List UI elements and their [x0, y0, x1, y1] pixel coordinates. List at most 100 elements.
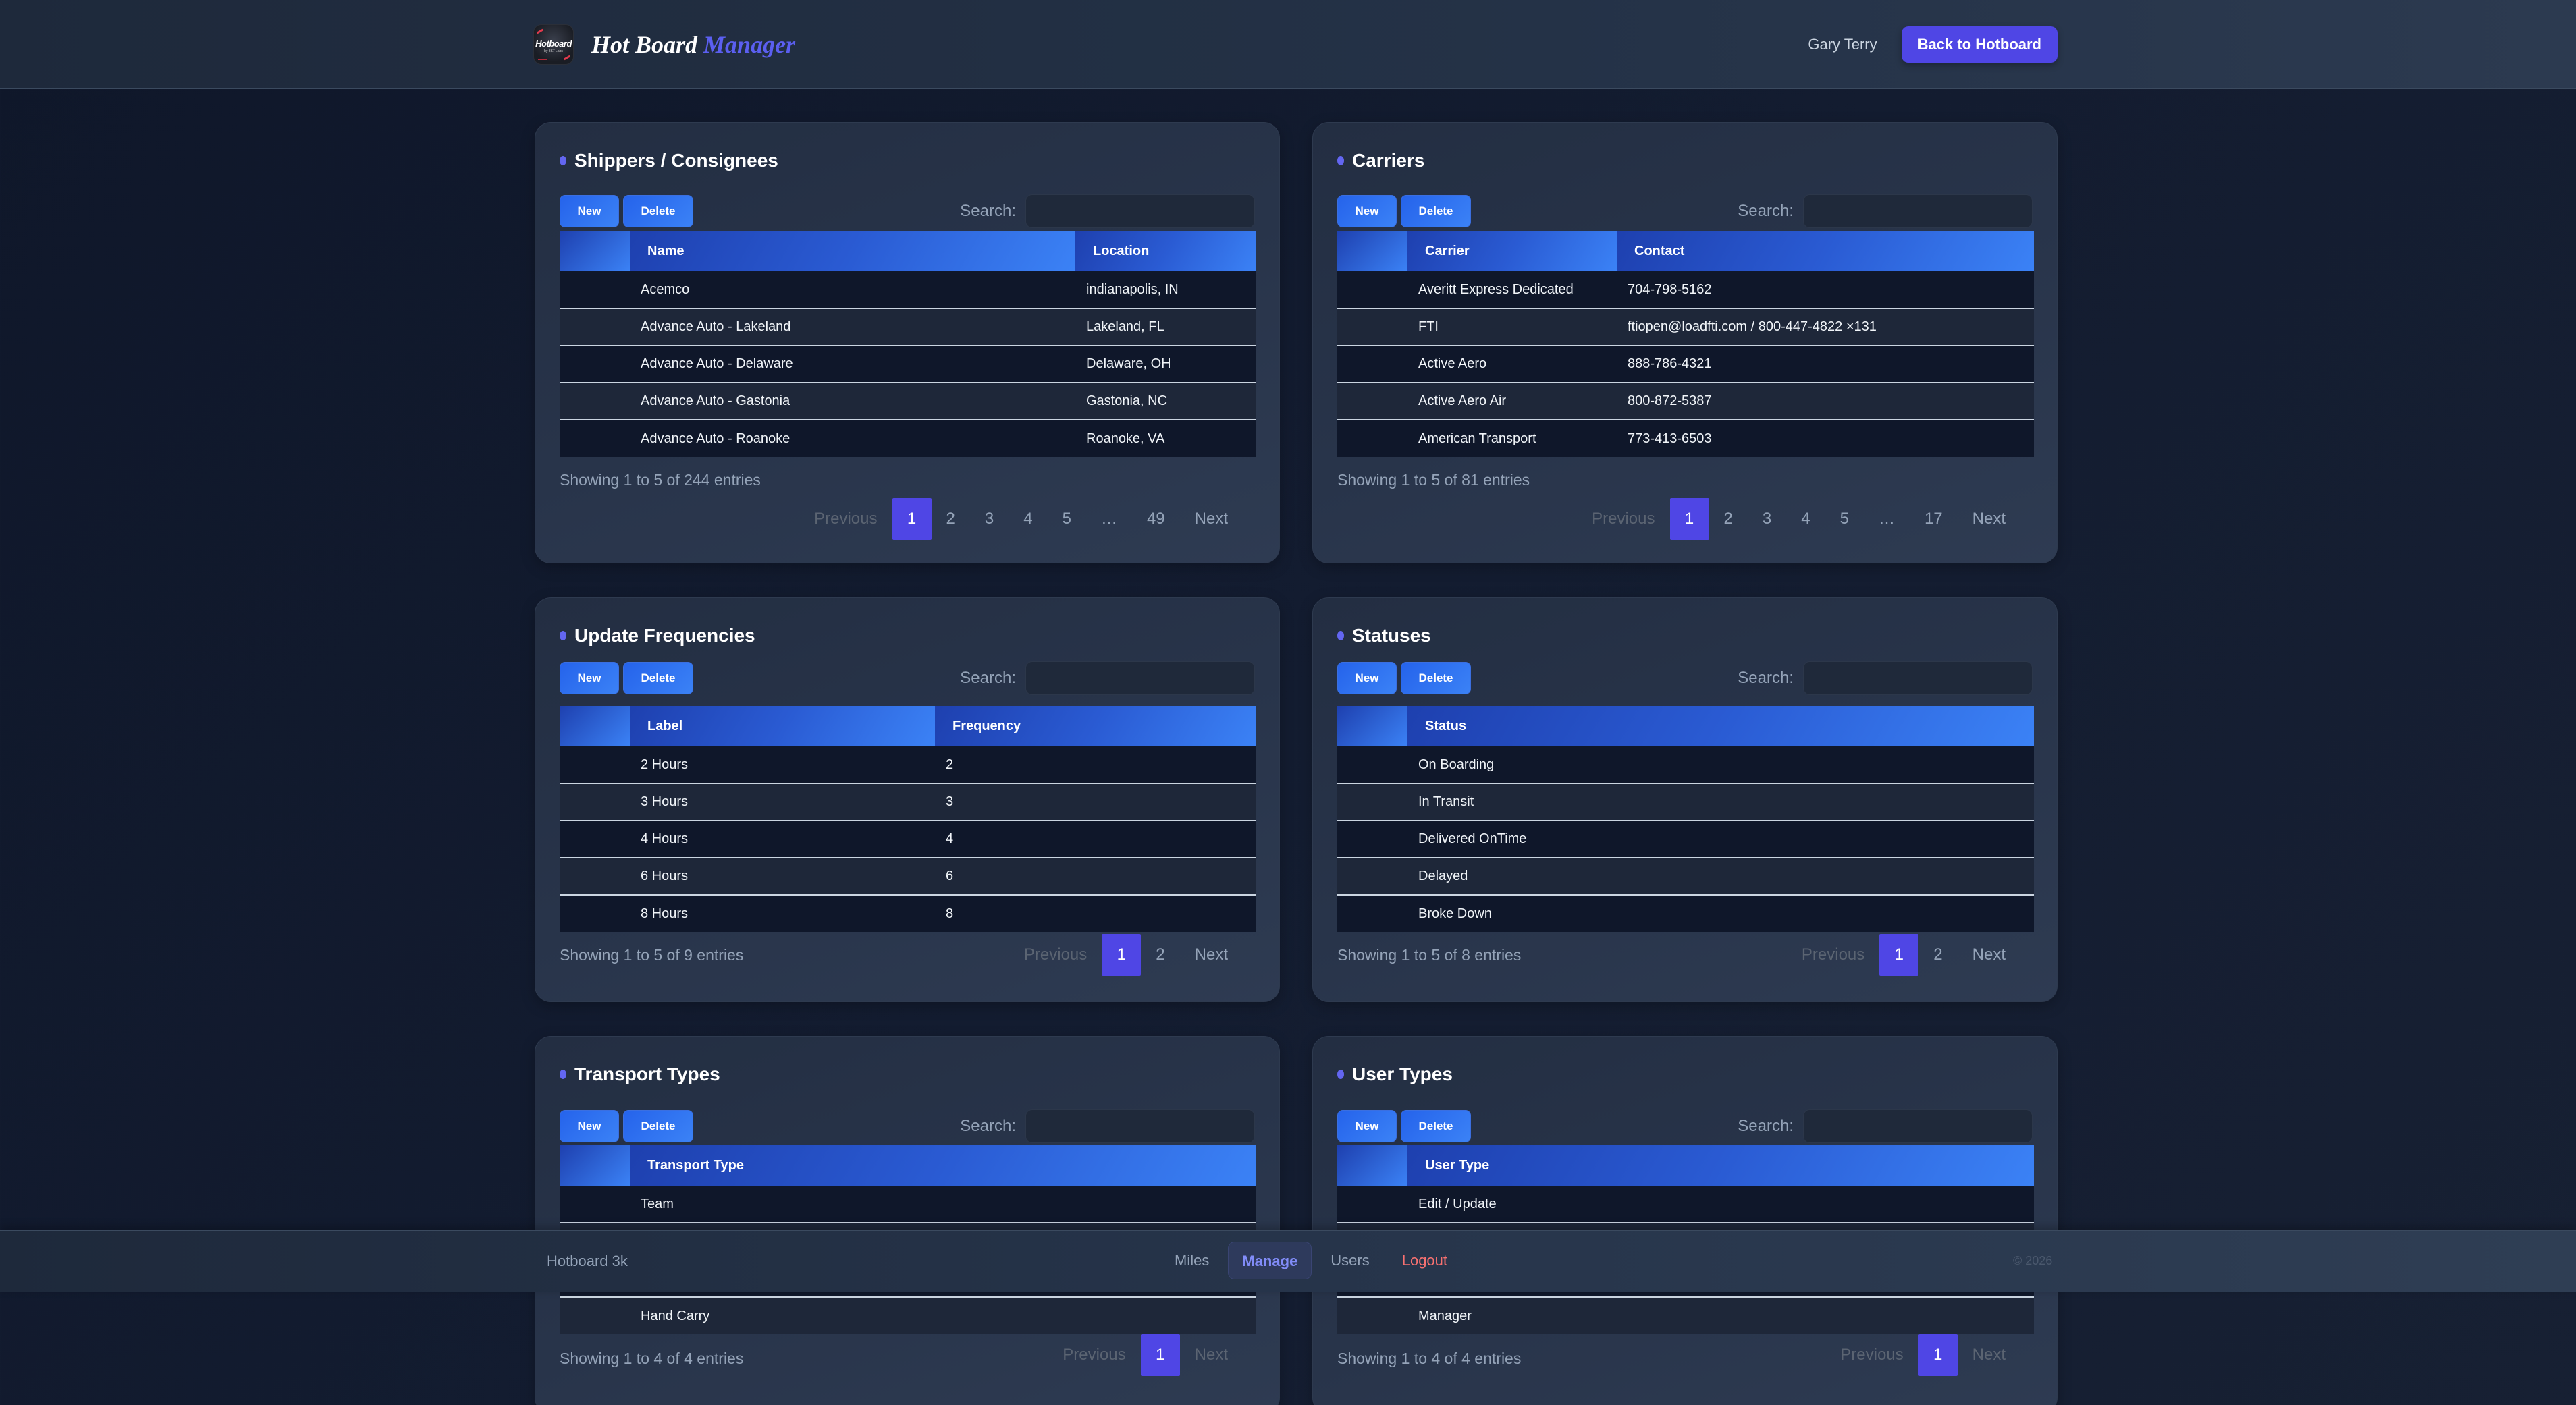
table-row[interactable]: American Transport 773-413-6503 — [1337, 420, 2034, 457]
page-49-button[interactable]: 49 — [1146, 509, 1165, 528]
brand[interactable]: Hotboard by 3S7 Labs Hot Board Manager — [533, 24, 795, 65]
row-select-cell[interactable] — [1337, 383, 1407, 420]
delete-button[interactable]: Delete — [623, 195, 693, 227]
next-page-button[interactable]: Next — [1194, 1346, 1228, 1364]
table-row[interactable]: 6 Hours 6 — [560, 858, 1256, 895]
table-row[interactable]: FTI ftiopen@loadfti.com / 800-447-4822 ×1… — [1337, 308, 2034, 346]
column-header-contact[interactable]: Contact — [1617, 231, 2034, 271]
search-input[interactable] — [1803, 1109, 2033, 1143]
row-select-cell[interactable] — [560, 271, 630, 308]
row-select-cell[interactable] — [560, 1186, 630, 1223]
previous-page-button[interactable]: Previous — [1840, 1346, 1904, 1364]
new-button[interactable]: New — [1337, 195, 1397, 227]
table-row[interactable]: Active Aero 888-786-4321 — [1337, 346, 2034, 383]
delete-button[interactable]: Delete — [1401, 1110, 1471, 1142]
nav-manage[interactable]: Manage — [1228, 1242, 1312, 1279]
page-5-button[interactable]: 5 — [1062, 509, 1071, 528]
row-select-cell[interactable] — [1337, 271, 1407, 308]
row-select-cell[interactable] — [560, 821, 630, 858]
page-3-button[interactable]: 3 — [1762, 509, 1772, 528]
previous-page-button[interactable]: Previous — [814, 509, 878, 528]
table-row[interactable]: 4 Hours 4 — [560, 821, 1256, 858]
row-select-cell[interactable] — [1337, 308, 1407, 346]
table-row[interactable]: Active Aero Air 800-872-5387 — [1337, 383, 2034, 420]
select-column-header[interactable] — [560, 231, 630, 271]
row-select-cell[interactable] — [560, 420, 630, 457]
row-select-cell[interactable] — [1337, 746, 1407, 783]
table-row[interactable]: Advance Auto - Delaware Delaware, OH — [560, 346, 1256, 383]
table-row[interactable]: Delayed — [1337, 858, 2034, 895]
next-page-button[interactable]: Next — [1972, 1346, 2006, 1364]
page-1-button[interactable]: 1 — [892, 498, 932, 540]
row-select-cell[interactable] — [1337, 1186, 1407, 1223]
table-row[interactable]: Acemco indianapolis, IN — [560, 271, 1256, 308]
search-input[interactable] — [1025, 661, 1255, 695]
delete-button[interactable]: Delete — [1401, 662, 1471, 694]
nav-users[interactable]: Users — [1331, 1252, 1370, 1269]
column-header-transport-type[interactable]: Transport Type — [630, 1145, 1256, 1186]
select-column-header[interactable] — [1337, 706, 1407, 746]
next-page-button[interactable]: Next — [1972, 945, 2006, 964]
table-row[interactable]: Hand Carry — [560, 1297, 1256, 1334]
row-select-cell[interactable] — [560, 308, 630, 346]
previous-page-button[interactable]: Previous — [1801, 945, 1865, 964]
table-row[interactable]: Edit / Update — [1337, 1186, 2034, 1223]
select-column-header[interactable] — [560, 706, 630, 746]
table-row[interactable]: Advance Auto - Roanoke Roanoke, VA — [560, 420, 1256, 457]
row-select-cell[interactable] — [560, 346, 630, 383]
previous-page-button[interactable]: Previous — [1592, 509, 1655, 528]
row-select-cell[interactable] — [560, 746, 630, 783]
page-1-button[interactable]: 1 — [1140, 1334, 1180, 1376]
table-row[interactable]: In Transit — [1337, 783, 2034, 821]
select-column-header[interactable] — [1337, 231, 1407, 271]
next-page-button[interactable]: Next — [1194, 945, 1228, 964]
select-column-header[interactable] — [1337, 1145, 1407, 1186]
new-button[interactable]: New — [560, 195, 619, 227]
back-to-hotboard-button[interactable]: Back to Hotboard — [1901, 26, 2058, 63]
new-button[interactable]: New — [1337, 1110, 1397, 1142]
page-4-button[interactable]: 4 — [1801, 509, 1810, 528]
row-select-cell[interactable] — [1337, 821, 1407, 858]
row-select-cell[interactable] — [560, 858, 630, 895]
column-header-label[interactable]: Label — [630, 706, 935, 746]
table-row[interactable]: Team — [560, 1186, 1256, 1223]
search-input[interactable] — [1025, 1109, 1255, 1143]
row-select-cell[interactable] — [1337, 895, 1407, 932]
next-page-button[interactable]: Next — [1194, 509, 1228, 528]
table-row[interactable]: 8 Hours 8 — [560, 895, 1256, 932]
row-select-cell[interactable] — [560, 895, 630, 932]
row-select-cell[interactable] — [1337, 783, 1407, 821]
new-button[interactable]: New — [560, 1110, 619, 1142]
page-1-button[interactable]: 1 — [1102, 934, 1142, 976]
page-2-button[interactable]: 2 — [1156, 945, 1165, 964]
search-input[interactable] — [1803, 194, 2033, 228]
previous-page-button[interactable]: Previous — [1063, 1346, 1126, 1364]
page-2-button[interactable]: 2 — [1933, 945, 1943, 964]
page-1-button[interactable]: 1 — [1918, 1334, 1958, 1376]
delete-button[interactable]: Delete — [623, 662, 693, 694]
page-2-button[interactable]: 2 — [1723, 509, 1733, 528]
select-column-header[interactable] — [560, 1145, 630, 1186]
row-select-cell[interactable] — [1337, 420, 1407, 457]
page-1-button[interactable]: 1 — [1669, 498, 1709, 540]
table-row[interactable]: Delivered OnTime — [1337, 821, 2034, 858]
column-header-status[interactable]: Status — [1407, 706, 2034, 746]
column-header-user-type[interactable]: User Type — [1407, 1145, 2034, 1186]
table-row[interactable]: On Boarding — [1337, 746, 2034, 783]
search-input[interactable] — [1803, 661, 2033, 695]
column-header-location[interactable]: Location — [1075, 231, 1256, 271]
row-select-cell[interactable] — [560, 1297, 630, 1334]
table-row[interactable]: Manager — [1337, 1297, 2034, 1334]
new-button[interactable]: New — [1337, 662, 1397, 694]
page-4-button[interactable]: 4 — [1023, 509, 1033, 528]
row-select-cell[interactable] — [1337, 1297, 1407, 1334]
table-row[interactable]: 3 Hours 3 — [560, 783, 1256, 821]
table-row[interactable]: 2 Hours 2 — [560, 746, 1256, 783]
table-row[interactable]: Advance Auto - Gastonia Gastonia, NC — [560, 383, 1256, 420]
row-select-cell[interactable] — [560, 383, 630, 420]
delete-button[interactable]: Delete — [1401, 195, 1471, 227]
row-select-cell[interactable] — [560, 783, 630, 821]
page-17-button[interactable]: 17 — [1924, 509, 1943, 528]
page-2-button[interactable]: 2 — [946, 509, 955, 528]
column-header-carrier[interactable]: Carrier — [1407, 231, 1617, 271]
